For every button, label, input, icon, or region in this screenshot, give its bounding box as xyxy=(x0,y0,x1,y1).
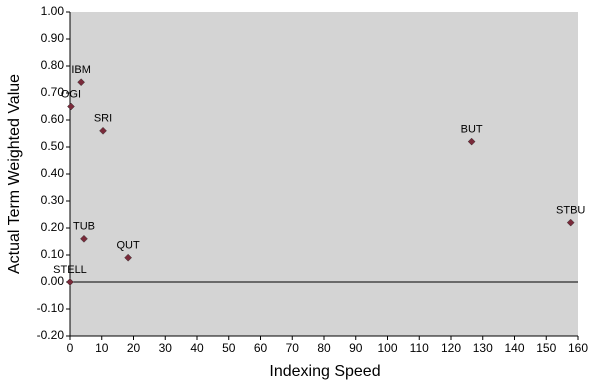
y-tick-label: 0.00 xyxy=(41,274,65,288)
point-label: OGI xyxy=(61,88,81,100)
point xyxy=(67,102,75,111)
x-tick-label: 70 xyxy=(286,341,300,355)
x-tick-label: 80 xyxy=(317,341,331,355)
x-tick-label: 100 xyxy=(377,341,397,355)
x-tick-label: 10 xyxy=(95,341,109,355)
point xyxy=(80,234,88,243)
point xyxy=(77,78,85,87)
x-axis-title: Indexing Speed xyxy=(269,363,380,380)
point-label: IBM xyxy=(71,64,91,76)
plot-area xyxy=(70,12,578,336)
point xyxy=(99,126,107,135)
point xyxy=(66,278,74,286)
point-label: QUT xyxy=(116,240,140,252)
x-tick-label: 120 xyxy=(441,341,461,355)
x-tick-label: 150 xyxy=(536,341,556,355)
point xyxy=(124,253,132,262)
point xyxy=(467,137,476,146)
x-tick-label: 30 xyxy=(159,341,173,355)
y-tick-label: 0.10 xyxy=(41,247,65,261)
x-tick-label: 140 xyxy=(504,341,524,355)
y-tick-label: 1.00 xyxy=(41,4,65,18)
point-label: SRI xyxy=(94,113,112,125)
point-label: TUB xyxy=(73,221,95,233)
y-tick-label: 0.30 xyxy=(41,193,65,207)
point-label: STELL xyxy=(53,264,87,276)
point xyxy=(566,218,575,227)
y-tick-label: -0.10 xyxy=(37,301,65,315)
y-tick-label: 0.50 xyxy=(41,139,65,153)
point-label: BUT xyxy=(461,124,483,136)
y-axis-title: Actual Term Weighted Value xyxy=(6,74,23,274)
x-tick-label: 20 xyxy=(127,341,141,355)
x-tick-label: 50 xyxy=(222,341,236,355)
y-tick-label: 0.90 xyxy=(41,31,65,45)
x-tick-label: 160 xyxy=(568,341,588,355)
x-tick-label: 130 xyxy=(473,341,493,355)
x-tick-label: 0 xyxy=(67,341,74,355)
point-label: STBU xyxy=(556,205,585,217)
x-tick-label: 40 xyxy=(190,341,204,355)
y-tick-label: 0.20 xyxy=(41,220,65,234)
x-tick-label: 110 xyxy=(410,341,429,355)
y-tick-label: 0.70 xyxy=(41,85,65,99)
x-tick-label: 90 xyxy=(349,341,363,355)
x-tick-label: 60 xyxy=(254,341,268,355)
y-tick-label: -0.20 xyxy=(37,328,65,342)
y-tick-label: 0.80 xyxy=(41,58,65,72)
y-tick-label: 0.40 xyxy=(41,166,65,180)
y-tick-label: 0.60 xyxy=(41,112,65,126)
